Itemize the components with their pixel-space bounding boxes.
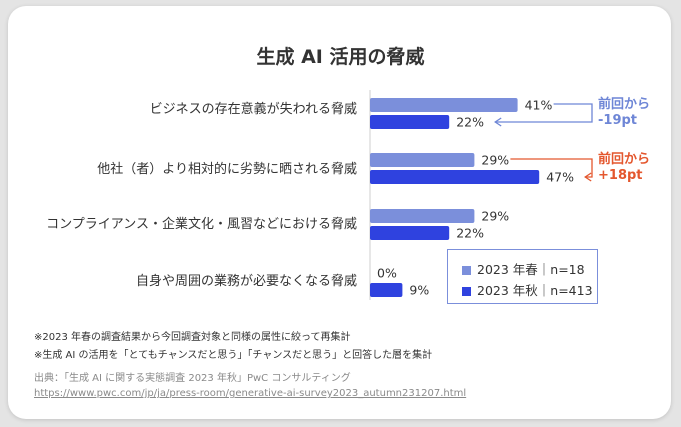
legend-swatch-autumn xyxy=(462,287,471,296)
data-label: 22% xyxy=(456,115,484,130)
bar-spring xyxy=(370,153,475,167)
annotation-value: -19pt xyxy=(598,113,638,128)
bar-spring xyxy=(370,209,475,223)
legend-swatch-spring xyxy=(462,266,471,275)
data-label: 29% xyxy=(481,153,509,168)
bar-spring xyxy=(370,98,518,112)
chart-card xyxy=(8,6,671,419)
legend-label-autumn: 2023 年秋｜n=413 xyxy=(477,283,593,298)
change-annotation-plus: 前回から +18pt xyxy=(598,152,650,184)
source-text: 出典：「生成 AI に関する実態調査 2023 年秋」PwC コンサルティング xyxy=(34,373,351,384)
legend-label-spring: 2023 年春｜n=18 xyxy=(477,262,585,277)
category-label: 他社（者）より相対的に劣勢に晒される脅威 xyxy=(97,162,357,177)
data-label: 47% xyxy=(546,170,574,185)
bar-autumn xyxy=(370,115,450,129)
decrease-arrow xyxy=(494,103,593,127)
data-label: 22% xyxy=(456,226,484,241)
bar-autumn xyxy=(370,283,403,297)
source-link[interactable]: https://www.pwc.com/jp/ja/press-room/gen… xyxy=(34,388,467,399)
legend-item-autumn: 2023 年秋｜n=413 xyxy=(462,280,593,299)
annotation-value: +18pt xyxy=(598,168,643,183)
annotation-line: 前回から xyxy=(598,152,651,167)
footnote: ※2023 年春の調査結果から今回調査対象と同様の属性に絞って再集計 xyxy=(34,332,351,343)
data-label: 41% xyxy=(525,98,553,113)
footnote: ※生成 AI の活用を「とてもチャンスだと思う」「チャンスだと思う」と回答した層… xyxy=(34,350,433,361)
legend-item-spring: 2023 年春｜n=18 xyxy=(462,259,585,278)
category-label: 自身や周囲の業務が必要なくなる脅威 xyxy=(135,274,357,289)
legend: 2023 年春｜n=18 2023 年秋｜n=413 xyxy=(447,249,598,304)
data-label: 9% xyxy=(409,283,429,298)
bar-autumn xyxy=(370,226,450,240)
increase-arrow xyxy=(510,158,593,182)
category-label: ビジネスの存在意義が失われる脅威 xyxy=(149,102,357,117)
category-label: コンプライアンス・企業文化・風習などにおける脅威 xyxy=(46,217,357,232)
data-label: 0% xyxy=(377,266,397,281)
data-label: 29% xyxy=(481,209,509,224)
bar-autumn xyxy=(370,170,540,184)
annotation-line: 前回から xyxy=(598,97,651,112)
change-annotation-minus: 前回から -19pt xyxy=(598,97,650,129)
chart-title: 生成 AI 活用の脅威 xyxy=(256,46,425,68)
